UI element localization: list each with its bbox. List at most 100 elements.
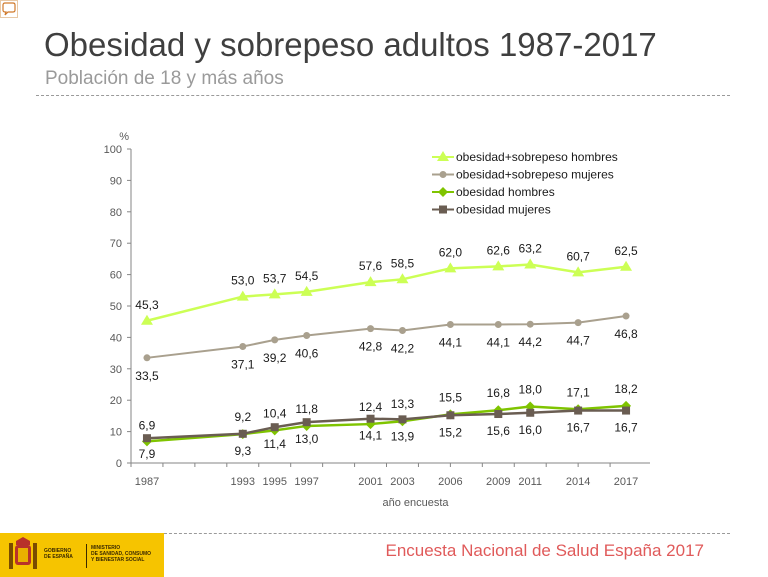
x-tick-label: 2001 bbox=[358, 476, 382, 488]
data-label: 42,8 bbox=[359, 340, 383, 354]
data-label: 58,5 bbox=[391, 256, 415, 270]
logo-divider bbox=[86, 544, 87, 568]
data-label: 60,7 bbox=[566, 249, 590, 263]
data-label: 53,0 bbox=[231, 274, 255, 288]
logo-right-line: Y BIENESTAR SOCIAL bbox=[91, 557, 145, 563]
logo-left-line: GOBIERNO bbox=[44, 548, 72, 554]
logo-right-text: MINISTERIO DE SANIDAD, CONSUMO Y BIENEST… bbox=[91, 545, 151, 563]
data-label: 17,1 bbox=[566, 385, 590, 399]
data-label: 40,6 bbox=[295, 347, 319, 361]
data-label: 37,1 bbox=[231, 358, 255, 372]
data-label: 62,0 bbox=[439, 245, 463, 259]
data-label: 15,6 bbox=[487, 424, 511, 438]
data-point bbox=[143, 354, 151, 362]
data-label: 54,5 bbox=[295, 269, 319, 283]
y-tick-label: 0 bbox=[116, 458, 122, 470]
coat-of-arms-icon bbox=[9, 537, 37, 569]
series-line bbox=[146, 263, 627, 322]
legend-swatch-marker bbox=[438, 187, 448, 197]
y-tick-label: 40 bbox=[110, 332, 122, 344]
data-point bbox=[300, 285, 313, 296]
data-label: 6,9 bbox=[139, 418, 156, 432]
data-point bbox=[494, 410, 503, 419]
data-label: 16,7 bbox=[566, 421, 590, 435]
x-axis-label: año encuesta bbox=[382, 497, 449, 509]
data-point bbox=[620, 260, 633, 271]
data-point bbox=[303, 332, 311, 340]
chart-data-labels: 45,3 53,0 53,7 54,5 57,6 58,5 62,0 62,6 63,2 60,7… bbox=[135, 242, 638, 462]
data-label: 53,7 bbox=[263, 271, 287, 285]
x-tick-label: 1995 bbox=[262, 476, 286, 488]
data-point bbox=[271, 336, 279, 344]
data-point bbox=[622, 312, 630, 320]
data-label: 9,2 bbox=[234, 410, 251, 424]
data-label: 13,0 bbox=[295, 432, 319, 446]
source-footer: Encuesta Nacional de Salud España 2017 bbox=[385, 541, 704, 560]
comment-icon[interactable] bbox=[0, 0, 18, 18]
y-tick-label: 60 bbox=[110, 270, 122, 282]
legend-swatch-marker bbox=[439, 205, 447, 214]
y-tick-label: 30 bbox=[110, 364, 122, 376]
data-label: 9,3 bbox=[234, 444, 251, 458]
data-point bbox=[396, 273, 409, 284]
y-tick-label: 20 bbox=[110, 395, 122, 407]
footer-divider bbox=[164, 533, 730, 534]
data-point bbox=[444, 262, 457, 273]
data-label: 15,2 bbox=[439, 425, 463, 439]
legend-entry: obesidad hombres bbox=[456, 185, 555, 199]
data-label: 18,2 bbox=[614, 382, 638, 396]
data-point bbox=[270, 423, 279, 432]
data-point bbox=[524, 258, 537, 269]
data-label: 39,2 bbox=[263, 351, 287, 365]
logo-right-line: MINISTERIO bbox=[91, 545, 121, 551]
y-tick-label: 10 bbox=[110, 427, 122, 439]
data-point bbox=[572, 266, 585, 277]
y-tick-label: 80 bbox=[110, 207, 122, 219]
data-point bbox=[574, 406, 583, 415]
data-point bbox=[622, 406, 631, 415]
data-label: 10,4 bbox=[263, 406, 287, 420]
data-point bbox=[526, 320, 534, 328]
data-label: 45,3 bbox=[135, 298, 159, 312]
y-tick-label: 70 bbox=[110, 238, 122, 250]
data-label: 13,9 bbox=[391, 429, 415, 443]
data-point bbox=[140, 314, 153, 325]
data-label: 18,0 bbox=[519, 382, 543, 396]
x-tick-label: 1987 bbox=[135, 476, 159, 488]
data-label: 42,2 bbox=[391, 341, 415, 355]
data-point bbox=[142, 434, 151, 443]
y-axis-label: % bbox=[119, 131, 129, 143]
data-point bbox=[398, 415, 407, 424]
data-point bbox=[366, 414, 375, 423]
data-point bbox=[236, 290, 249, 301]
data-point bbox=[268, 288, 281, 299]
logo-right-line: DE SANIDAD, CONSUMO bbox=[91, 551, 152, 557]
data-label: 44,7 bbox=[566, 334, 590, 348]
data-point bbox=[238, 429, 247, 438]
data-label: 44,2 bbox=[519, 335, 543, 349]
data-label: 14,1 bbox=[359, 429, 383, 443]
data-label: 57,6 bbox=[359, 259, 383, 273]
series-line bbox=[146, 315, 627, 359]
legend-swatch-marker bbox=[439, 171, 447, 178]
data-label: 62,6 bbox=[487, 243, 511, 257]
page-subtitle: Población de 18 y más años bbox=[45, 68, 284, 89]
series-line bbox=[146, 409, 627, 440]
logo-left-line: DE ESPAÑA bbox=[44, 554, 73, 560]
x-tick-label: 1993 bbox=[231, 476, 255, 488]
data-point bbox=[574, 319, 582, 327]
y-tick-label: 90 bbox=[110, 175, 122, 187]
data-label: 12,4 bbox=[359, 400, 383, 414]
chart-legend: obesidad+sobrepeso hombres obesidad+sobre… bbox=[432, 150, 618, 217]
data-point bbox=[302, 418, 311, 427]
x-tick-label: 2009 bbox=[486, 476, 510, 488]
data-label: 13,3 bbox=[391, 397, 415, 411]
legend-entry: obesidad mujeres bbox=[456, 203, 551, 217]
data-label: 44,1 bbox=[439, 336, 463, 350]
data-label: 63,2 bbox=[519, 242, 543, 256]
legend-entry: obesidad+sobrepeso hombres bbox=[456, 150, 618, 164]
x-tick-label: 2011 bbox=[518, 476, 542, 488]
data-label: 16,0 bbox=[519, 423, 543, 437]
data-point bbox=[492, 260, 505, 271]
